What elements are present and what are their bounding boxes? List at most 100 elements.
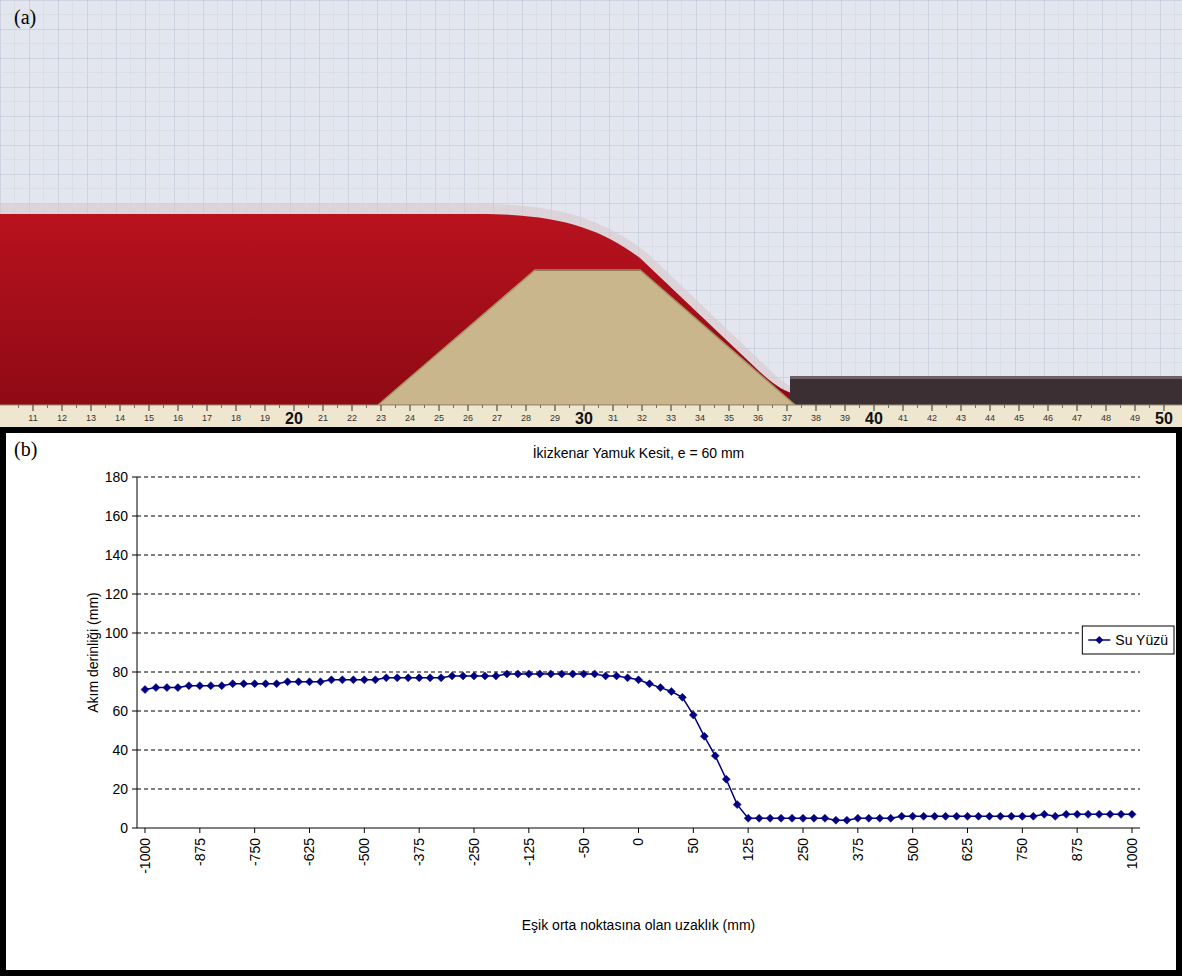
- data-point: [1062, 810, 1070, 818]
- x-tick: [528, 828, 529, 833]
- x-tick: [1022, 828, 1023, 833]
- grid-paper: [0, 0, 1182, 427]
- x-tick-label: 375: [850, 838, 866, 862]
- ruler-tick: [33, 405, 34, 411]
- ruler-tick: [207, 405, 208, 411]
- ruler-label: 37: [782, 413, 792, 423]
- x-tick-label: 625: [959, 838, 975, 862]
- ruler-label: 40: [865, 410, 883, 427]
- ruler-tick: [1077, 405, 1078, 411]
- ruler-label: 28: [521, 413, 531, 423]
- data-point: [711, 752, 719, 760]
- ruler-tick: [758, 405, 759, 411]
- ruler-label: 36: [753, 413, 763, 423]
- legend-label: Su Yüzü: [1115, 632, 1168, 648]
- ruler-tick: [816, 405, 817, 411]
- data-point: [898, 812, 906, 820]
- ruler-tick: [134, 405, 135, 408]
- data-point: [404, 674, 412, 682]
- panel-label: (b): [14, 438, 37, 461]
- data-point: [810, 814, 818, 822]
- y-tick: [132, 555, 137, 556]
- grid-line: [137, 711, 1140, 712]
- data-point: [492, 672, 500, 680]
- ruler-tick: [917, 405, 918, 408]
- grid-line: [137, 633, 1140, 634]
- ruler-label: 50: [1155, 410, 1173, 427]
- data-point: [284, 678, 292, 686]
- y-tick-label: 20: [112, 781, 128, 797]
- data-point: [558, 670, 566, 678]
- data-point: [624, 674, 632, 682]
- y-axis: [137, 477, 138, 828]
- ruler-tick: [946, 405, 947, 408]
- ruler-label: 19: [260, 413, 270, 423]
- ruler-tick: [105, 405, 106, 408]
- legend-box: [1082, 626, 1174, 654]
- ruler-tick: [366, 405, 367, 408]
- y-tick: [132, 789, 137, 790]
- ruler-label: 46: [1043, 413, 1053, 423]
- x-tick-label: 50: [685, 838, 701, 854]
- ruler-label: 12: [57, 413, 67, 423]
- ruler-tick: [714, 405, 715, 408]
- x-tick: [419, 828, 420, 833]
- ruler-tick: [932, 405, 933, 411]
- ruler-tick: [526, 405, 527, 411]
- x-tick: [254, 828, 255, 833]
- ruler-label: 21: [318, 413, 328, 423]
- ruler-tick: [47, 405, 48, 408]
- data-point: [580, 670, 588, 678]
- data-point: [656, 684, 664, 692]
- ruler-tick: [308, 405, 309, 408]
- x-tick: [748, 828, 749, 833]
- data-point: [470, 672, 478, 680]
- x-tick-label: -875: [192, 838, 208, 866]
- ruler-tick: [1048, 405, 1049, 411]
- grid-line: [137, 750, 1140, 751]
- ruler-tick: [903, 405, 904, 411]
- ruler-label: 39: [840, 413, 850, 423]
- ruler-label: 22: [347, 413, 357, 423]
- data-point: [316, 678, 324, 686]
- y-tick-label: 180: [105, 469, 129, 485]
- ruler-label: 38: [811, 413, 821, 423]
- y-tick-label: 100: [105, 625, 129, 641]
- data-point: [525, 670, 533, 678]
- data-point: [1095, 810, 1103, 818]
- data-point: [382, 674, 390, 682]
- weir: [378, 270, 795, 405]
- ruler-tick: [961, 405, 962, 411]
- data-point: [645, 680, 653, 688]
- data-point: [766, 814, 774, 822]
- ruler-tick: [337, 405, 338, 408]
- ruler-label: 24: [405, 413, 415, 423]
- ruler-tick: [279, 405, 280, 408]
- ruler-tick: [1019, 405, 1020, 411]
- x-tick: [1077, 828, 1078, 833]
- y-tick: [132, 750, 137, 751]
- ruler-tick: [1062, 405, 1063, 408]
- data-point: [1084, 810, 1092, 818]
- ruler-tick: [1120, 405, 1121, 408]
- ruler-label: 45: [1014, 413, 1024, 423]
- ruler-label: 30: [575, 410, 593, 427]
- ruler-tick: [1033, 405, 1034, 408]
- ruler-tick: [555, 405, 556, 411]
- ruler-tick: [410, 405, 411, 411]
- ruler-tick: [1135, 405, 1136, 411]
- ruler-label: 11: [28, 413, 37, 423]
- data-point: [547, 670, 555, 678]
- ruler-tick: [772, 405, 773, 408]
- ruler-label: 23: [376, 413, 386, 423]
- x-tick: [199, 828, 200, 833]
- y-axis-title: Akım derinliği (mm): [85, 592, 101, 713]
- ruler: [0, 405, 1182, 427]
- ruler-label: 20: [285, 410, 303, 427]
- ruler-tick: [685, 405, 686, 408]
- legend: Su Yüzü: [1082, 626, 1174, 654]
- y-tick-label: 40: [112, 742, 128, 758]
- ruler-tick: [178, 405, 179, 411]
- x-tick: [857, 828, 858, 833]
- ruler-tick: [598, 405, 599, 408]
